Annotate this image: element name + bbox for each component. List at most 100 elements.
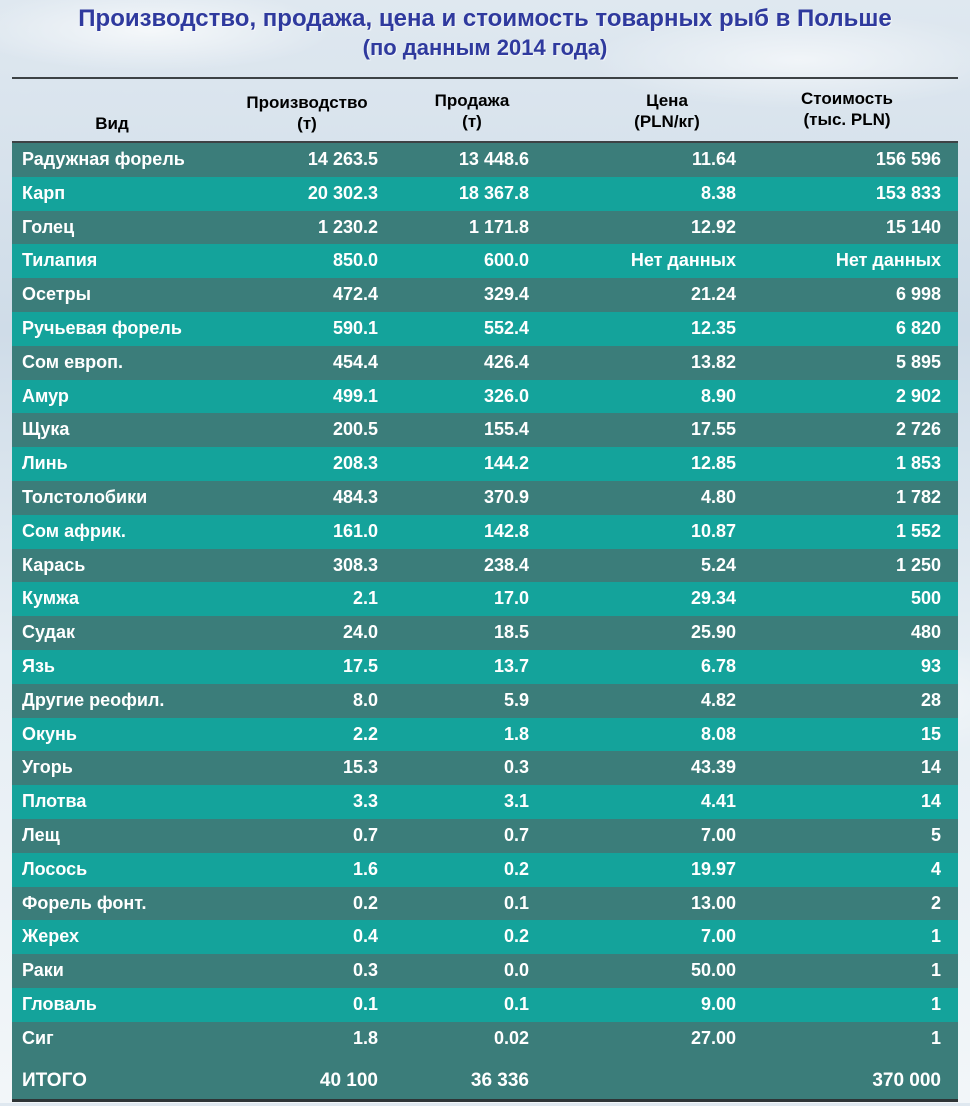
- cell-sales: 0.2: [503, 858, 529, 879]
- cell-species: Амур: [22, 385, 69, 406]
- cell-sales: 0.1: [503, 993, 529, 1014]
- table-header-rule: [12, 141, 958, 143]
- cell-production: 20 302.3: [307, 182, 378, 203]
- cell-price: 6.78: [700, 655, 736, 676]
- page-title: Производство, продажа, цена и стоимость …: [78, 5, 892, 32]
- cell-species: Радужная форель: [22, 149, 185, 169]
- cell-production: 472.4: [332, 284, 378, 305]
- cell-price: 21.24: [690, 284, 736, 305]
- cell-value: 6 998: [895, 284, 941, 305]
- table-row: Сом европ. 454.4 426.4 13.82 5 895: [12, 345, 958, 380]
- cell-species: Кумжа: [22, 588, 80, 609]
- total-sales: 36 336: [470, 1070, 529, 1091]
- cell-species: Тилапия: [22, 250, 98, 271]
- table-total-row: ИТОГО 40 100 36 336 370 000: [12, 1056, 958, 1100]
- cell-production: 850.0: [332, 250, 378, 271]
- cell-price: 7.00: [700, 926, 736, 947]
- cell-species: Карась: [22, 554, 86, 575]
- cell-sales: 144.2: [483, 453, 529, 474]
- cell-sales: 326.0: [483, 385, 529, 406]
- total-label: ИТОГО: [22, 1070, 87, 1091]
- cell-species: Судак: [22, 622, 76, 643]
- cell-sales: 370.9: [483, 486, 529, 507]
- cell-production: 484.3: [332, 486, 378, 507]
- cell-price: 13.82: [690, 351, 736, 372]
- header-sales-unit: (т): [462, 112, 482, 131]
- cell-species: Сиг: [22, 1027, 54, 1048]
- table-row: Форель фонт. 0.2 0.1 13.00 2: [12, 886, 958, 921]
- cell-value: 480: [910, 622, 941, 643]
- cell-sales: 3.1: [503, 791, 529, 812]
- table-row: Щука 200.5 155.4 17.55 2 726: [12, 413, 958, 448]
- cell-price: 13.00: [690, 892, 736, 913]
- cell-value: 14: [920, 791, 941, 812]
- cell-sales: 0.3: [503, 757, 529, 778]
- table-bottom-rule: [12, 1099, 958, 1102]
- table-row: Толстолобики 484.3 370.9 4.80 1 782: [12, 480, 958, 515]
- cell-production: 208.3: [332, 453, 378, 474]
- cell-production: 499.1: [332, 385, 378, 406]
- cell-species: Угорь: [22, 757, 73, 778]
- cell-value: 1: [930, 993, 941, 1014]
- table-row: Окунь 2.2 1.8 8.08 15: [12, 717, 958, 752]
- table-row: Ручьевая форель 590.1 552.4 12.35 6 820: [12, 311, 958, 346]
- cell-sales: 17.0: [493, 588, 529, 609]
- table-row: Голец 1 230.2 1 171.8 12.92 15 140: [12, 210, 958, 245]
- cell-species: Карп: [22, 182, 66, 203]
- cell-value: 15: [920, 723, 941, 744]
- table-row: Плотва 3.3 3.1 4.41 14: [12, 785, 958, 819]
- cell-value: 153 833: [875, 182, 941, 203]
- table-row: Амур 499.1 326.0 8.90 2 902: [12, 379, 958, 414]
- header-value-label: Стоимость: [801, 89, 893, 108]
- cell-value: 1 853: [895, 453, 941, 474]
- table-row: Язь 17.5 13.7 6.78 93: [12, 649, 958, 684]
- cell-production: 8.0: [352, 689, 378, 710]
- cell-sales: 155.4: [483, 419, 529, 440]
- cell-sales: 13.7: [493, 655, 529, 676]
- cell-sales: 18 367.8: [458, 182, 529, 203]
- cell-sales: 1.8: [503, 723, 529, 744]
- cell-value: 1 250: [895, 554, 941, 575]
- cell-sales: 13 448.6: [458, 149, 529, 169]
- table-header: Вид Производство (т) Продажа (т) Цена (P…: [12, 80, 958, 140]
- cell-price: 19.97: [690, 858, 736, 879]
- cell-species: Сом африк.: [22, 520, 126, 541]
- table-row: Раки 0.3 0.0 50.00 1: [12, 954, 958, 988]
- cell-production: 454.4: [332, 351, 378, 372]
- cell-species: Осетры: [22, 284, 91, 305]
- cell-production: 17.5: [342, 655, 378, 676]
- header-price-unit: (PLN/кг): [634, 112, 700, 131]
- cell-price: 7.00: [700, 824, 736, 845]
- cell-value: 1: [930, 926, 941, 947]
- cell-sales: 0.0: [503, 960, 529, 981]
- cell-sales: 142.8: [483, 520, 529, 541]
- cell-price: 4.41: [700, 791, 736, 812]
- table-row: Сиг 1.8 0.02 27.00 1: [12, 1021, 958, 1056]
- cell-production: 1.6: [352, 858, 378, 879]
- cell-production: 2.2: [352, 723, 378, 744]
- table-row: Гловаль 0.1 0.1 9.00 1: [12, 987, 958, 1022]
- cell-sales: 0.2: [503, 926, 529, 947]
- cell-price: 4.80: [700, 486, 736, 507]
- cell-sales: 329.4: [483, 284, 529, 305]
- cell-price: 27.00: [690, 1027, 736, 1048]
- cell-value: 93: [920, 655, 941, 676]
- cell-price: 10.87: [690, 520, 736, 541]
- cell-value: 6 820: [895, 317, 941, 338]
- cell-price: 50.00: [690, 960, 736, 981]
- cell-species: Другие реофил.: [22, 689, 165, 710]
- cell-value: 2 902: [895, 385, 941, 406]
- table-row: Тилапия 850.0 600.0 Нет данных Нет данных: [12, 244, 958, 279]
- cell-value: 14: [920, 757, 941, 778]
- cell-production: 1.8: [352, 1027, 378, 1048]
- cell-species: Плотва: [22, 791, 87, 812]
- cell-production: 15.3: [342, 757, 378, 778]
- cell-sales: 0.7: [503, 824, 529, 845]
- cell-production: 161.0: [332, 520, 378, 541]
- cell-production: 24.0: [342, 622, 378, 643]
- table-row: Линь 208.3 144.2 12.85 1 853: [12, 447, 958, 481]
- cell-production: 3.3: [352, 791, 378, 812]
- cell-price: 17.55: [690, 419, 736, 440]
- table-row: Лещ 0.7 0.7 7.00 5: [12, 818, 958, 853]
- table-row: Карп 20 302.3 18 367.8 8.38 153 833: [12, 176, 958, 211]
